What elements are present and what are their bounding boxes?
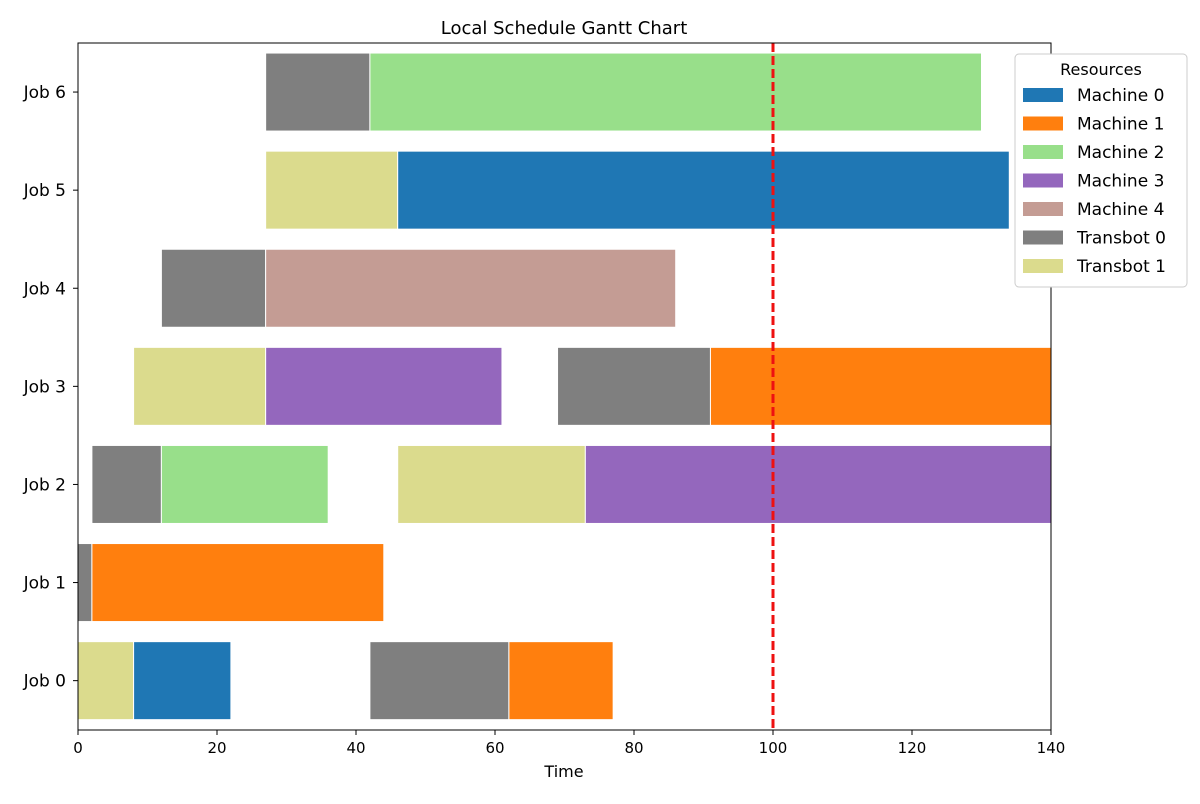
legend-swatch-machine-0 (1023, 88, 1063, 102)
gantt-bar-job-2-machine-3 (584, 444, 1052, 524)
x-axis-label: Time (543, 762, 583, 781)
legend-label-transbot-1: Transbot 1 (1076, 257, 1166, 277)
x-tick-label: 40 (346, 739, 365, 757)
legend-swatch-machine-1 (1023, 116, 1063, 131)
gantt-bar-job-0-transbot-0 (369, 641, 510, 721)
gantt-bar-job-0-machine-1 (508, 641, 614, 721)
legend-swatch-machine-4 (1023, 202, 1063, 216)
gantt-bar-job-3-machine-1 (709, 346, 1052, 426)
legend-label-machine-4: Machine 4 (1077, 200, 1164, 220)
chart-title: Local Schedule Gantt Chart (441, 18, 688, 39)
x-tick-label: 120 (898, 739, 927, 757)
legend-title: Resources (1060, 60, 1142, 79)
gantt-bar-job-0-machine-0 (133, 641, 232, 721)
y-tick-label: Job 3 (23, 377, 66, 397)
gantt-bar-job-3-machine-3 (265, 346, 503, 426)
gantt-bar-job-6-machine-2 (369, 52, 982, 132)
legend-swatch-machine-2 (1023, 145, 1063, 159)
y-axis: Job 0 Job 1 Job 2 Job 3 Job 4 Job 5 Job 6 (23, 83, 78, 692)
gantt-bar-job-2-machine-2 (160, 444, 329, 524)
legend-label-machine-1: Machine 1 (1077, 115, 1164, 135)
legend-box (1014, 53, 1188, 288)
gantt-bar-job-2-transbot-1 (397, 444, 586, 524)
legend-label-machine-3: Machine 3 (1077, 172, 1164, 192)
legend-label-machine-0: Machine 0 (1077, 86, 1164, 106)
y-tick-label: Job 5 (23, 181, 66, 201)
gantt-bar-job-5-machine-0 (397, 150, 1010, 230)
gantt-bar-job-6-transbot-0 (265, 52, 371, 132)
gantt-bar-job-4-machine-4 (265, 248, 677, 328)
gantt-bar-job-0-transbot-1 (77, 641, 135, 721)
gantt-bar-job-3-transbot-0 (557, 346, 711, 426)
gantt-bar-job-1-transbot-0 (77, 543, 93, 623)
bars-layer (77, 52, 1052, 721)
legend-label-transbot-0: Transbot 0 (1076, 229, 1166, 249)
x-tick-label: 100 (759, 739, 788, 757)
x-tick-label: 60 (485, 739, 504, 757)
y-tick-label: Job 2 (23, 475, 66, 495)
x-axis: 0 20 40 60 80 100 120 140 (73, 730, 1065, 757)
x-tick-label: 20 (207, 739, 226, 757)
legend-label-machine-2: Machine 2 (1077, 143, 1164, 163)
y-tick-label: Job 6 (23, 83, 66, 103)
y-tick-label: Job 0 (23, 672, 66, 692)
legend-swatch-transbot-0 (1023, 230, 1063, 245)
gantt-bar-job-1-machine-1 (91, 543, 385, 623)
legend: Resources Machine 0 Machine 1 Machine 2 Mac… (1014, 53, 1188, 288)
gantt-bar-job-4-transbot-0 (160, 248, 267, 328)
gantt-bar-job-5-transbot-1 (265, 150, 399, 230)
x-tick-label: 0 (73, 739, 83, 757)
x-tick-label: 140 (1037, 739, 1066, 757)
gantt-bar-job-3-transbot-1 (133, 346, 267, 426)
x-tick-label: 80 (624, 739, 643, 757)
y-tick-label: Job 1 (23, 574, 66, 594)
gantt-bar-job-2-transbot-0 (91, 444, 162, 524)
y-tick-label: Job 4 (23, 279, 66, 299)
legend-swatch-transbot-1 (1023, 259, 1063, 273)
legend-swatch-machine-3 (1023, 173, 1063, 188)
